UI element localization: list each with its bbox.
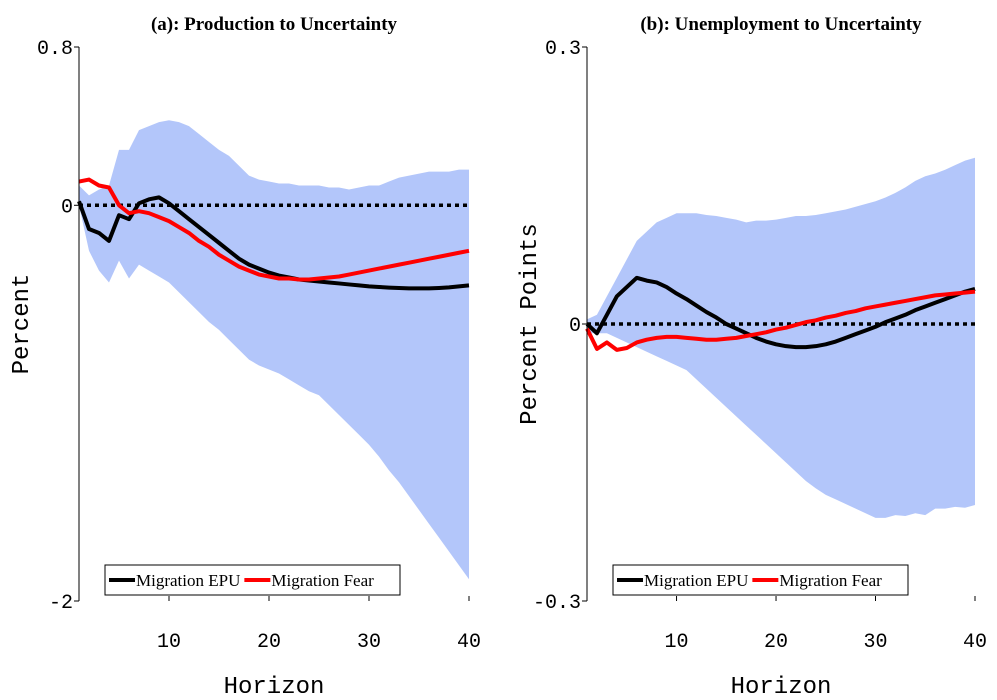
x-tick-label: 40 — [963, 631, 987, 654]
chart-title: (a): Production to Uncertainty — [151, 14, 398, 35]
x-tick-label: 40 — [457, 631, 481, 654]
series-line — [77, 195, 470, 291]
chart-title: (b): Unemployment to Uncertainty — [640, 14, 922, 35]
y-tick-label: 0 — [569, 315, 581, 338]
panel: -2 0 0.8 10 20 30 40 (a): Production to Uncerta… — [9, 14, 481, 700]
series-line — [585, 289, 976, 352]
y-tick-label: 0.8 — [37, 38, 73, 61]
series-line — [78, 177, 470, 282]
x-tick-label: 30 — [357, 631, 381, 654]
x-tick-label: 10 — [157, 631, 181, 654]
y-tick-label: -0.3 — [533, 592, 581, 615]
x-axis-title: Horizon — [224, 674, 325, 700]
series-line — [585, 275, 976, 350]
confidence-band — [79, 120, 469, 580]
y-tick-label: 0.3 — [545, 38, 581, 61]
x-tick-label: 10 — [665, 631, 689, 654]
legend-label: Migration EPU — [644, 571, 748, 590]
legend-label: Migration EPU — [136, 571, 240, 590]
y-axis-title: Percent Points — [517, 223, 544, 425]
x-axis-title: Horizon — [731, 674, 832, 700]
x-tick-label: 30 — [864, 631, 888, 654]
y-axis-title: Percent — [9, 274, 36, 375]
y-tick-label: -2 — [49, 592, 73, 615]
confidence-band — [587, 157, 975, 518]
y-tick-label: 0 — [61, 196, 73, 219]
legend-label: Migration Fear — [779, 571, 882, 590]
x-tick-label: 20 — [257, 631, 281, 654]
x-tick-label: 20 — [764, 631, 788, 654]
legend-label: Migration Fear — [271, 571, 374, 590]
panel: -0.3 0 0.3 10 20 30 40 (b): Unemployment to Unc… — [517, 14, 987, 700]
